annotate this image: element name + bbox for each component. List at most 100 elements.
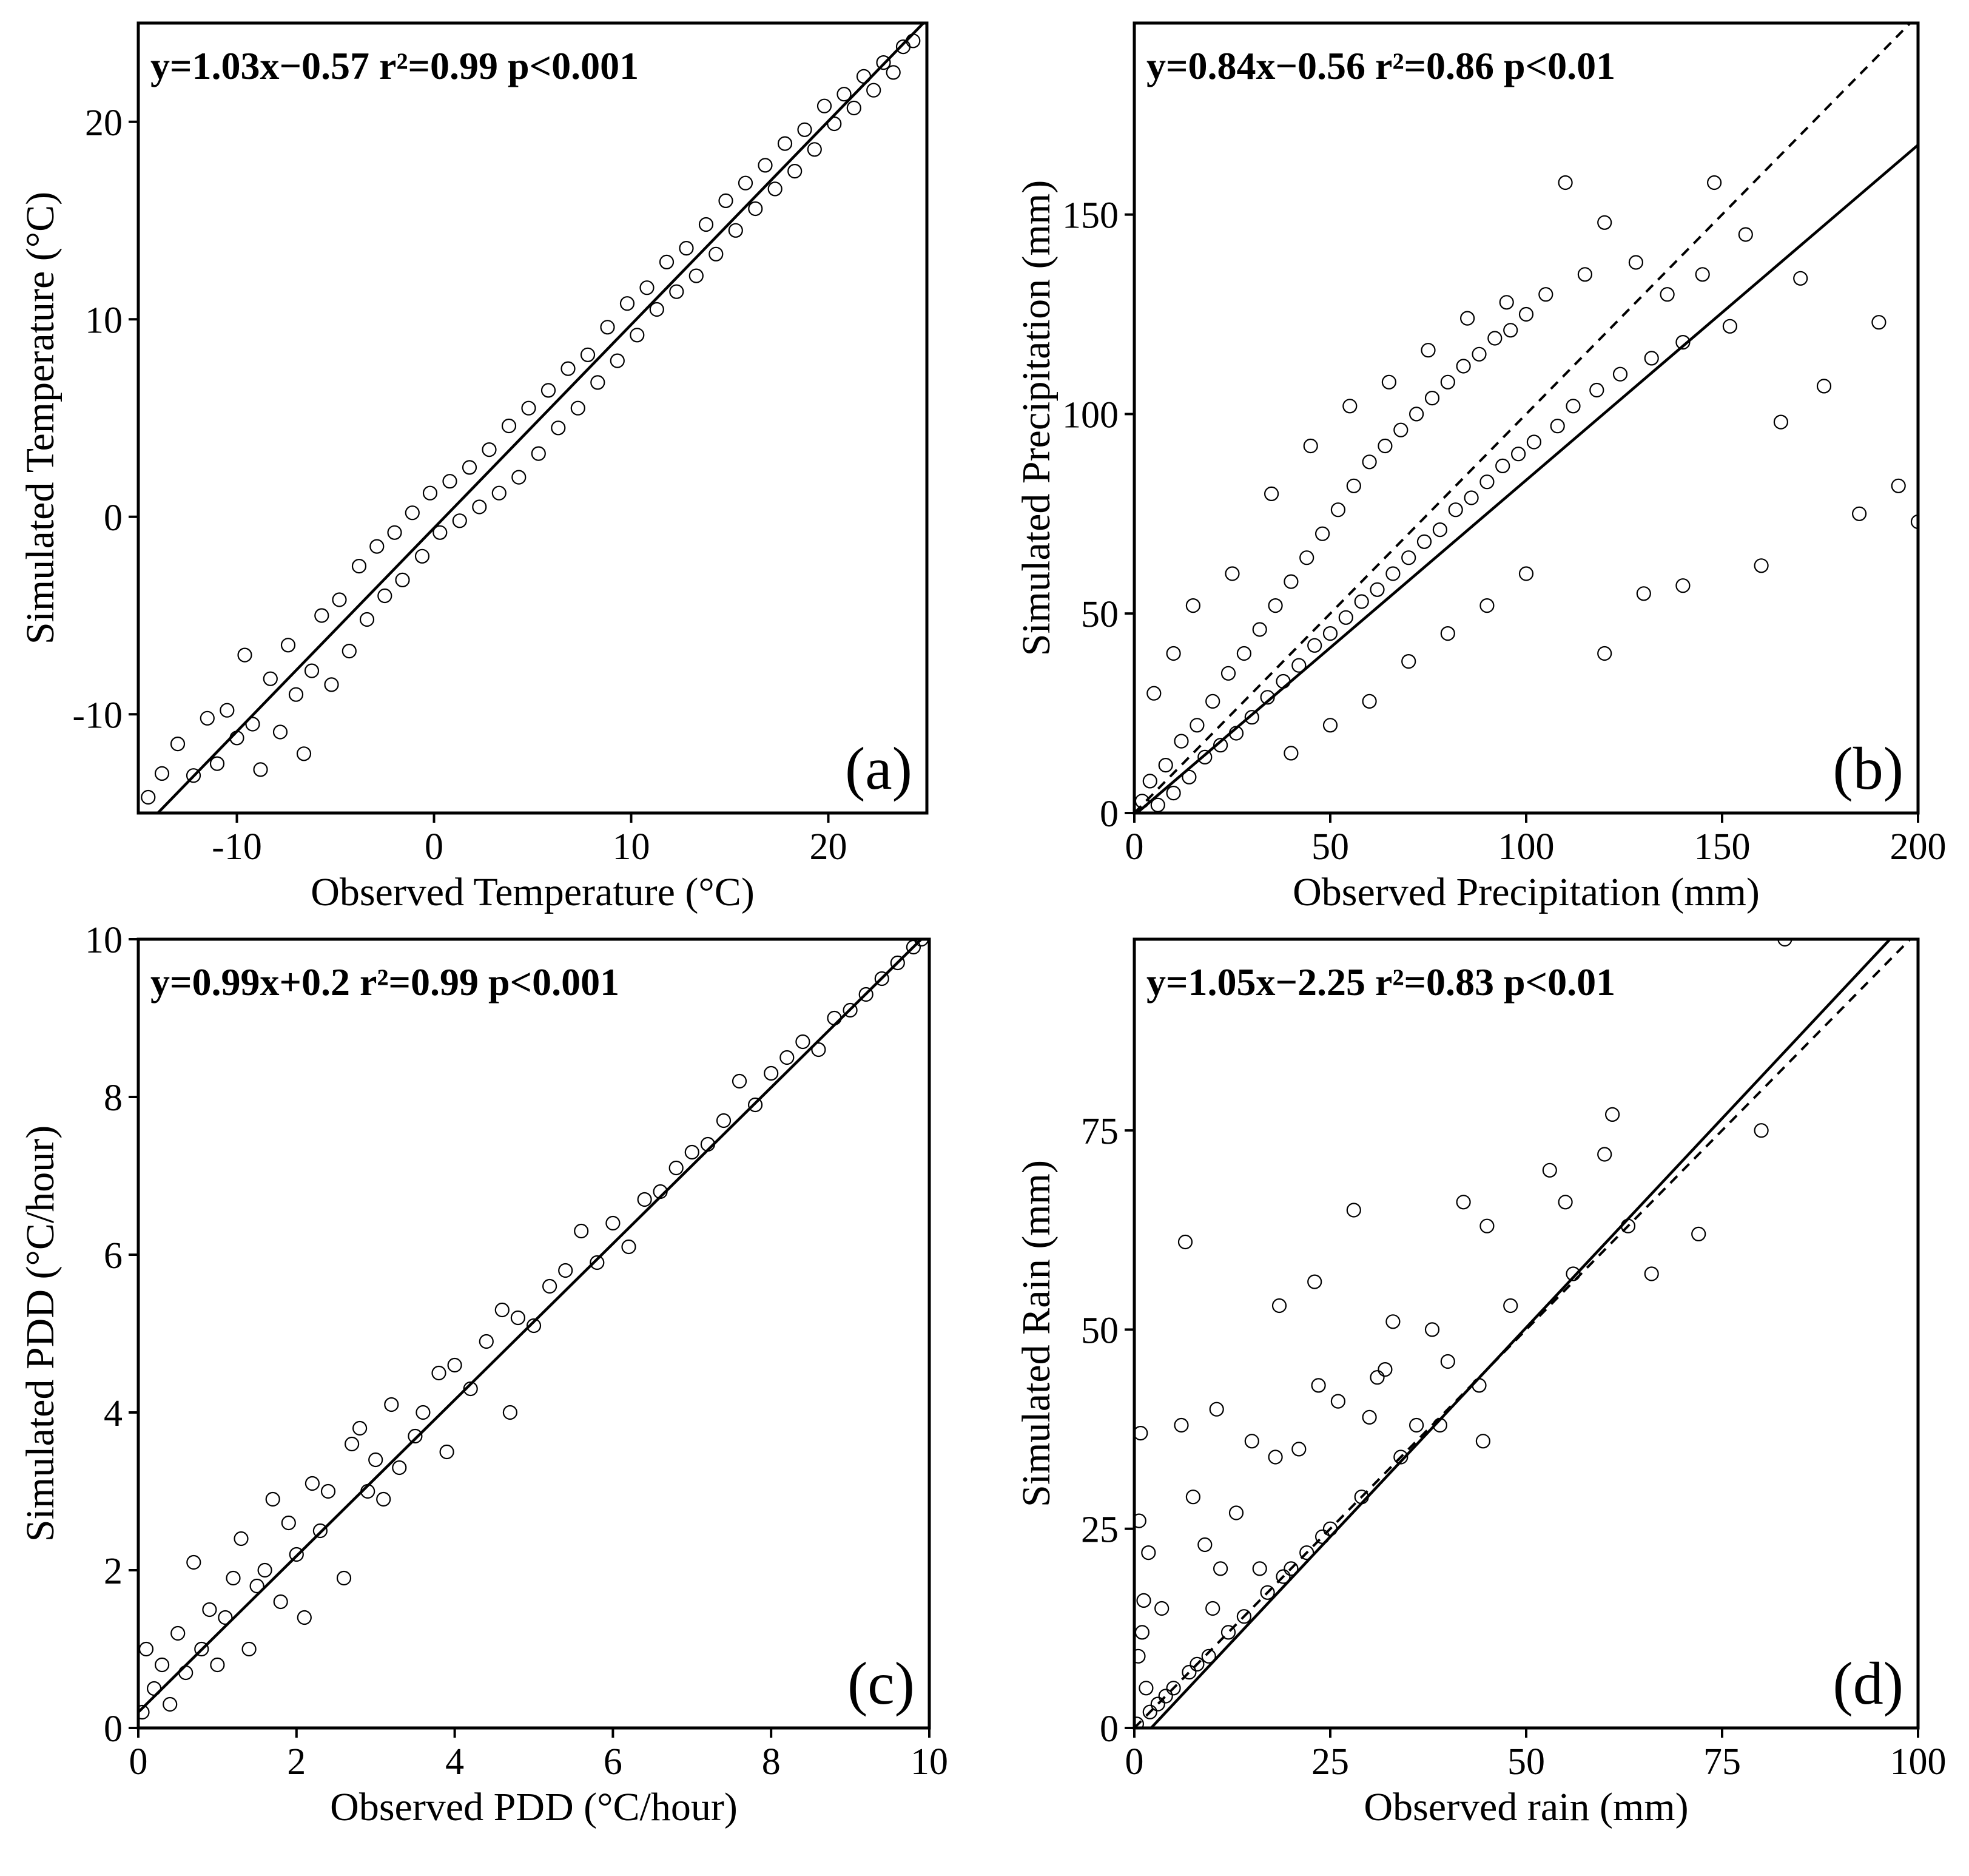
panel-c-point <box>202 1602 217 1618</box>
panel-a-x-tick-label: 10 <box>613 826 650 868</box>
panel-d-point <box>1362 1409 1377 1425</box>
panel-b-point <box>1182 769 1197 784</box>
panel-a-point <box>442 474 457 489</box>
panel-d-point <box>1134 1716 1144 1728</box>
panel-d-point <box>1566 1266 1581 1281</box>
panel-b-point <box>1487 331 1503 346</box>
panel-a-point <box>610 353 625 368</box>
panel-b-point <box>1190 718 1205 733</box>
panel-d-point <box>1236 1609 1251 1624</box>
panel-a-x-tick-label: -10 <box>212 826 262 868</box>
panel-a-marks <box>141 23 926 813</box>
panel-b-point <box>1409 407 1424 422</box>
panel-b-point <box>1518 306 1534 322</box>
panel-b-point <box>1284 746 1299 761</box>
panel-c-point <box>257 1562 272 1578</box>
panel-b-point <box>1816 379 1832 394</box>
panel-c-point <box>827 1010 842 1026</box>
panel-a-point <box>414 548 430 564</box>
panel-a-point <box>767 181 783 197</box>
panel-a-ticks: -10 0 10 20 -10 0 10 20 <box>72 103 847 868</box>
panel-b-x-tick-label: 50 <box>1311 826 1349 868</box>
panel-a-point <box>876 55 891 70</box>
panel-c-point <box>637 1192 652 1207</box>
panel-a-point <box>359 612 375 627</box>
panel-c-point <box>558 1263 573 1278</box>
panel-c-point <box>502 1405 518 1420</box>
panel-b-x-tick-label: 0 <box>1125 826 1144 868</box>
panel-d-y-tick-label: 0 <box>1100 1709 1119 1750</box>
panel-b-point <box>1268 598 1283 613</box>
panel-c-point <box>305 1476 320 1491</box>
panel-c-point <box>163 1696 178 1712</box>
panel-b-point <box>1338 610 1353 625</box>
panel-b-point <box>1597 646 1612 661</box>
panel-a-regression-line <box>156 23 926 813</box>
panel-d-point <box>1134 1513 1146 1528</box>
panel-d-point <box>1330 1394 1345 1409</box>
panel-c-point <box>384 1397 399 1412</box>
panel-d-point <box>1472 1378 1487 1393</box>
panel-b-point <box>1346 478 1361 493</box>
panel-b-point <box>1401 550 1416 565</box>
panel-b-point <box>1401 653 1416 669</box>
panel-b-point <box>1503 323 1518 338</box>
panel-c-y-tick-label: 4 <box>104 1393 123 1434</box>
panel-d-point <box>1139 1681 1154 1696</box>
panel-c-point <box>574 1223 589 1239</box>
panel-d-point <box>1136 1593 1151 1608</box>
panel-a-y-tick-label: 0 <box>104 498 123 539</box>
panel-c-point <box>281 1515 296 1531</box>
panel-b-point <box>1448 502 1463 518</box>
panel-d-point <box>1378 1362 1393 1377</box>
panel-a-point <box>395 572 410 588</box>
panel-d-y-axis-label: Simulated Rain (mm) <box>1014 1160 1059 1507</box>
panel-c-x-tick-label: 6 <box>604 1741 622 1783</box>
panel-a-point <box>186 768 201 783</box>
panel-d-point <box>1777 939 1792 947</box>
panel-d-label: (d) <box>1833 1650 1903 1717</box>
panel-c-equation: y=0.99x+0.2 r²=0.99 p<0.001 <box>150 960 619 1004</box>
panel-c-point <box>494 1302 510 1318</box>
panel-b-point <box>1307 638 1322 653</box>
panel-b-point <box>1479 598 1495 613</box>
panel-a-point <box>342 643 357 659</box>
panel-a-point <box>619 296 635 311</box>
panel-c-point <box>747 1097 763 1113</box>
panel-b-point <box>1695 267 1710 282</box>
panel-c-point <box>914 939 929 947</box>
panel-b-point <box>1299 550 1314 565</box>
panel-d-point <box>1291 1442 1307 1457</box>
panel-b-point <box>1773 414 1788 430</box>
panel-b-point <box>1566 399 1581 414</box>
panel-c-point <box>590 1255 605 1270</box>
panel-a-point <box>718 193 733 208</box>
panel-b-point <box>1225 566 1240 581</box>
panel-a-point <box>433 525 448 540</box>
panel-b-point <box>1597 215 1612 230</box>
panel-c-x-tick-label: 10 <box>910 1741 948 1783</box>
panel-d-y-tick-label: 25 <box>1081 1510 1119 1551</box>
panel-b-point <box>1722 319 1737 334</box>
panel-b-point <box>1518 566 1534 581</box>
panel-a-point <box>531 446 546 461</box>
panel-b-point <box>1236 646 1251 661</box>
panel-d-point <box>1142 1704 1157 1719</box>
panel-b-point <box>1197 749 1213 765</box>
panel-c-point <box>542 1278 557 1294</box>
panel-c-x-tick-label: 0 <box>129 1741 148 1783</box>
panel-a-point <box>886 65 901 80</box>
panel-d-point <box>1134 1426 1148 1441</box>
panel-b-point <box>1185 598 1201 613</box>
panel-c-point <box>234 1531 249 1547</box>
panel-c-point <box>265 1491 280 1507</box>
panel-a-point <box>200 710 215 726</box>
panel-a-point <box>807 142 822 157</box>
panel-c-point <box>890 955 905 971</box>
panel-a-point <box>452 513 467 528</box>
panel-d-frame <box>1133 937 1920 1730</box>
panel-a-point <box>482 442 497 457</box>
panel-a-point <box>787 164 803 179</box>
panel-c-point <box>439 1444 454 1460</box>
